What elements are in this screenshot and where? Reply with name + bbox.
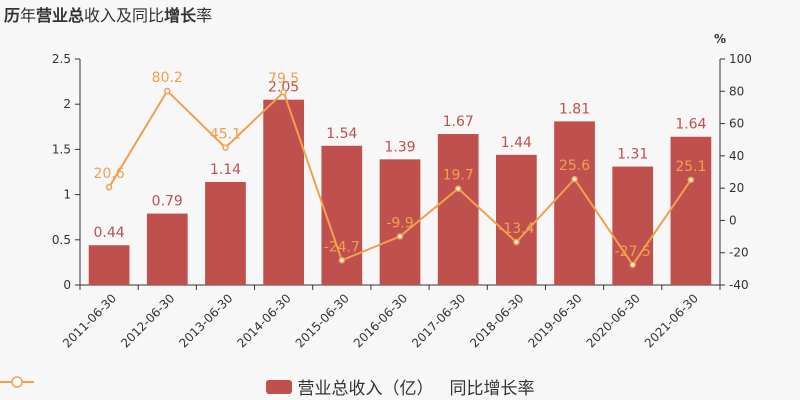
revenue-bar — [496, 154, 537, 285]
growth-rate-label: -24.7 — [324, 239, 360, 255]
revenue-bar — [88, 245, 130, 285]
right-axis-tick-label: 60 — [729, 117, 744, 131]
right-axis-unit: % — [714, 32, 726, 46]
growth-rate-point — [629, 261, 636, 269]
growth-rate-point — [222, 144, 229, 151]
revenue-bar-label: 1.67 — [443, 114, 474, 130]
legend-line-swatch — [0, 376, 34, 388]
x-axis-category-label: 2019-06-30 — [525, 291, 584, 350]
right-axis-tick-label: -40 — [729, 278, 749, 292]
growth-rate-point — [687, 176, 695, 184]
right-axis-tick-label: 20 — [729, 181, 744, 195]
growth-rate-point — [105, 183, 113, 191]
growth-rate-label: 20.6 — [94, 166, 125, 182]
revenue-bar-label: 0.44 — [94, 225, 125, 241]
revenue-bar-label: 1.39 — [384, 139, 415, 155]
growth-rate-point — [454, 185, 462, 192]
revenue-bar — [263, 99, 304, 286]
revenue-bar-label: 1.81 — [559, 101, 590, 117]
left-axis-tick-label: 2 — [63, 97, 71, 111]
revenue-bar — [379, 159, 421, 285]
revenue-bar — [670, 136, 712, 285]
title-part: 增长 — [164, 6, 197, 25]
chart-legend: 营业总收入（亿） 同比增长率 — [0, 374, 800, 399]
right-axis-tick-label: 40 — [729, 149, 744, 163]
growth-rate-point — [571, 175, 578, 183]
title-part: 年 — [20, 6, 37, 25]
right-axis-tick-label: -20 — [729, 246, 749, 260]
title-part: 率 — [196, 6, 213, 25]
legend-item-revenue[interactable]: 营业总收入（亿） — [265, 374, 434, 399]
growth-rate-label: 80.2 — [152, 70, 183, 86]
growth-rate-point — [513, 238, 520, 246]
x-axis-category-label: 2015-06-30 — [293, 291, 352, 350]
legend-bar-swatch — [265, 379, 292, 394]
growth-rate-label: 45.1 — [210, 127, 241, 143]
growth-rate-point — [338, 257, 346, 264]
title-part: 营业总 — [36, 6, 85, 25]
legend-item-growth[interactable]: 同比增长率 — [0, 374, 535, 399]
right-axis-tick-label: 80 — [729, 84, 744, 98]
revenue-bar — [146, 213, 188, 285]
growth-rate-point — [164, 87, 171, 95]
revenue-bar — [437, 134, 479, 285]
growth-rate-label: 79.5 — [268, 71, 299, 87]
chart-title: 历年营业总收入及同比增长率 — [4, 2, 212, 26]
x-axis-category-label: 2018-06-30 — [467, 291, 526, 350]
legend-growth-label: 同比增长率 — [449, 379, 535, 399]
growth-rate-label: -13.4 — [498, 221, 534, 237]
growth-rate-label: 25.6 — [559, 158, 590, 174]
growth-rate-label: -9.9 — [386, 215, 413, 231]
title-part: 历 — [4, 6, 21, 25]
left-axis-tick-label: 1.5 — [52, 142, 71, 156]
x-axis-category-label: 2012-06-30 — [118, 291, 177, 350]
growth-rate-point — [280, 88, 287, 96]
left-axis-tick-label: 0.5 — [52, 233, 71, 247]
revenue-bar-label: 1.44 — [501, 135, 532, 151]
left-axis-tick-label: 2.5 — [52, 52, 71, 66]
left-axis-tick-label: 0 — [63, 278, 71, 292]
revenue-bar-label: 1.14 — [210, 162, 241, 178]
revenue-bar — [321, 145, 363, 285]
revenue-bar-label: 2.05 — [268, 80, 299, 96]
revenue-bar-label: 0.79 — [152, 194, 183, 210]
growth-rate-label: 19.7 — [443, 168, 474, 184]
revenue-bar-label: 1.54 — [326, 126, 357, 142]
x-axis-category-label: 2020-06-30 — [584, 291, 643, 350]
right-axis-tick-label: 100 — [729, 52, 752, 66]
revenue-bar-label: 1.31 — [617, 147, 648, 163]
legend-revenue-label: 营业总收入（亿） — [297, 379, 434, 399]
growth-rate-label: -27.5 — [615, 244, 651, 260]
revenue-bar-label: 1.64 — [675, 117, 706, 133]
growth-rate-point — [396, 233, 404, 240]
x-axis-category-label: 2017-06-30 — [409, 291, 468, 350]
x-axis-category-label: 2013-06-30 — [176, 291, 235, 350]
right-axis-tick-label: 0 — [729, 213, 737, 227]
revenue-bar — [554, 121, 595, 285]
x-axis-category-label: 2021-06-30 — [642, 291, 701, 350]
title-part: 收入及同比 — [84, 6, 165, 25]
x-axis-category-label: 2014-06-30 — [235, 291, 294, 350]
left-axis-tick-label: 1 — [63, 188, 71, 202]
growth-rate-label: 25.1 — [675, 159, 706, 175]
revenue-bar — [205, 181, 246, 285]
x-axis-category-label: 2011-06-30 — [60, 291, 119, 350]
x-axis-category-label: 2016-06-30 — [351, 291, 410, 350]
